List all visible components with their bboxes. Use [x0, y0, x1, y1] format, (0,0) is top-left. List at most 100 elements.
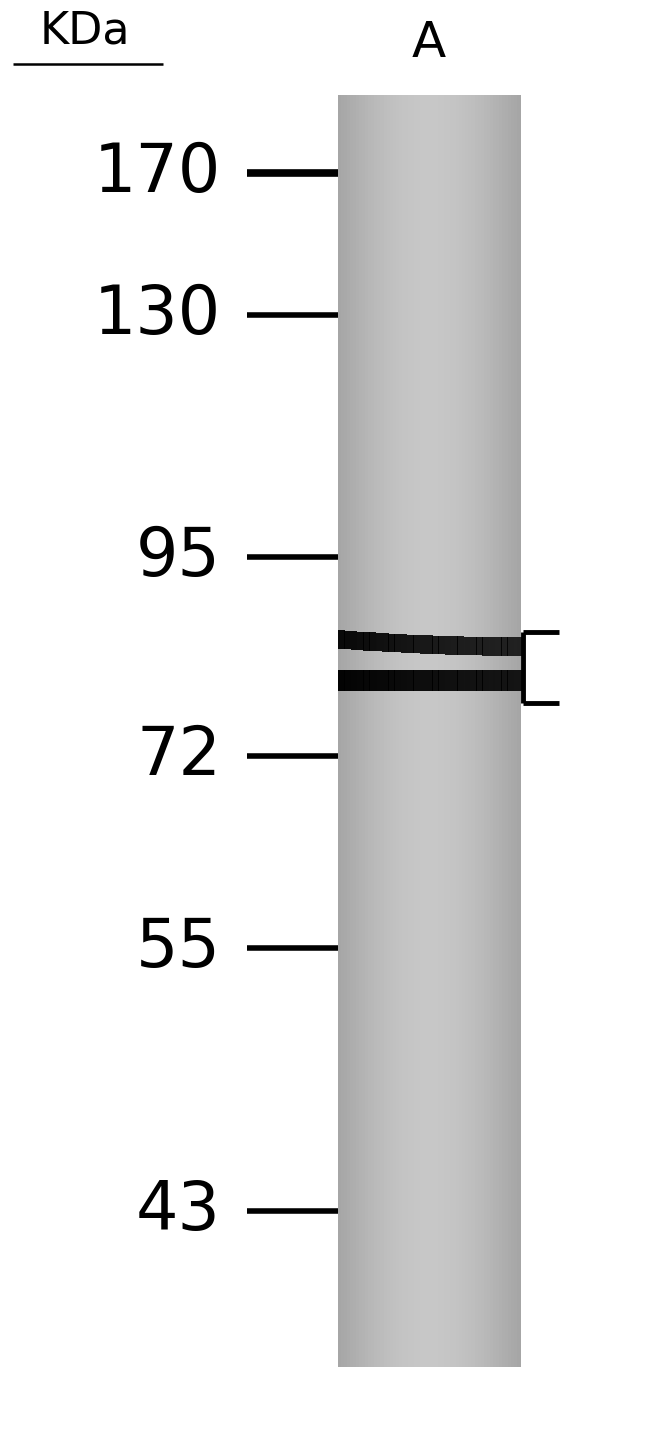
Bar [376, 670, 382, 691]
Bar [423, 96, 426, 1367]
Bar [359, 96, 363, 1367]
Bar [417, 96, 421, 1367]
Bar [438, 635, 445, 654]
Bar [338, 96, 342, 1367]
Bar [344, 631, 351, 650]
Bar [520, 637, 526, 655]
Bar [489, 96, 493, 1367]
Bar [432, 96, 436, 1367]
Bar [470, 637, 476, 655]
Bar [365, 96, 369, 1367]
Bar [356, 96, 360, 1367]
Bar [382, 670, 389, 691]
Bar [457, 637, 464, 655]
Bar [520, 670, 526, 691]
Bar [453, 96, 457, 1367]
Bar [476, 670, 483, 691]
Bar [420, 635, 426, 654]
Bar [511, 96, 515, 1367]
Bar [414, 96, 417, 1367]
Bar [357, 631, 363, 650]
Bar [489, 670, 495, 691]
Bar [420, 96, 424, 1367]
Bar [463, 670, 470, 691]
Bar [444, 96, 448, 1367]
Bar [387, 96, 390, 1367]
Text: 43: 43 [136, 1178, 221, 1244]
Bar [469, 96, 472, 1367]
Bar [489, 637, 495, 655]
Bar [499, 96, 502, 1367]
Bar [482, 637, 489, 655]
Bar [501, 637, 508, 655]
Bar [457, 670, 464, 691]
Bar [420, 670, 426, 691]
Bar [514, 96, 517, 1367]
Bar [508, 637, 514, 655]
Bar [456, 96, 460, 1367]
Bar [395, 670, 401, 691]
Bar [476, 637, 483, 655]
Bar [347, 96, 351, 1367]
Bar [482, 670, 489, 691]
Bar [445, 670, 451, 691]
Bar [411, 96, 415, 1367]
Bar [413, 670, 420, 691]
Bar [438, 96, 442, 1367]
Text: 95: 95 [136, 524, 221, 590]
Bar [395, 634, 401, 653]
Bar [382, 634, 389, 651]
Bar [350, 631, 358, 650]
Bar [396, 96, 399, 1367]
Bar [426, 635, 433, 654]
Bar [426, 96, 430, 1367]
Text: KDa: KDa [39, 10, 130, 53]
Text: A: A [412, 19, 446, 67]
Bar [463, 637, 470, 655]
Bar [484, 96, 488, 1367]
Bar [389, 96, 393, 1367]
Bar [384, 96, 387, 1367]
Bar [398, 96, 402, 1367]
Bar [344, 670, 351, 691]
Bar [363, 670, 370, 691]
Text: 72: 72 [136, 723, 221, 788]
Bar [362, 96, 366, 1367]
Text: 55: 55 [136, 914, 221, 980]
Bar [371, 96, 375, 1367]
Bar [451, 670, 458, 691]
Bar [401, 634, 408, 653]
Bar [451, 637, 458, 655]
Bar [363, 633, 370, 651]
Bar [478, 96, 481, 1367]
Bar [470, 670, 476, 691]
Bar [502, 96, 506, 1367]
Bar [378, 96, 381, 1367]
Bar [369, 633, 376, 651]
Bar [374, 96, 378, 1367]
Bar [353, 96, 357, 1367]
Bar [341, 96, 344, 1367]
Bar [407, 634, 414, 653]
Bar [435, 96, 439, 1367]
Bar [493, 96, 497, 1367]
Bar [508, 670, 514, 691]
Bar [505, 96, 508, 1367]
Bar [426, 670, 433, 691]
Bar [432, 635, 439, 654]
Bar [450, 96, 454, 1367]
Bar [407, 670, 414, 691]
Bar [462, 96, 466, 1367]
Bar [369, 96, 372, 1367]
Bar [501, 670, 508, 691]
Bar [495, 637, 502, 655]
Bar [487, 96, 490, 1367]
Bar [441, 96, 445, 1367]
Bar [338, 630, 344, 648]
Bar [508, 96, 512, 1367]
Bar [393, 96, 396, 1367]
Bar [380, 96, 384, 1367]
Bar [344, 96, 348, 1367]
Bar [413, 635, 420, 654]
Bar [402, 96, 406, 1367]
